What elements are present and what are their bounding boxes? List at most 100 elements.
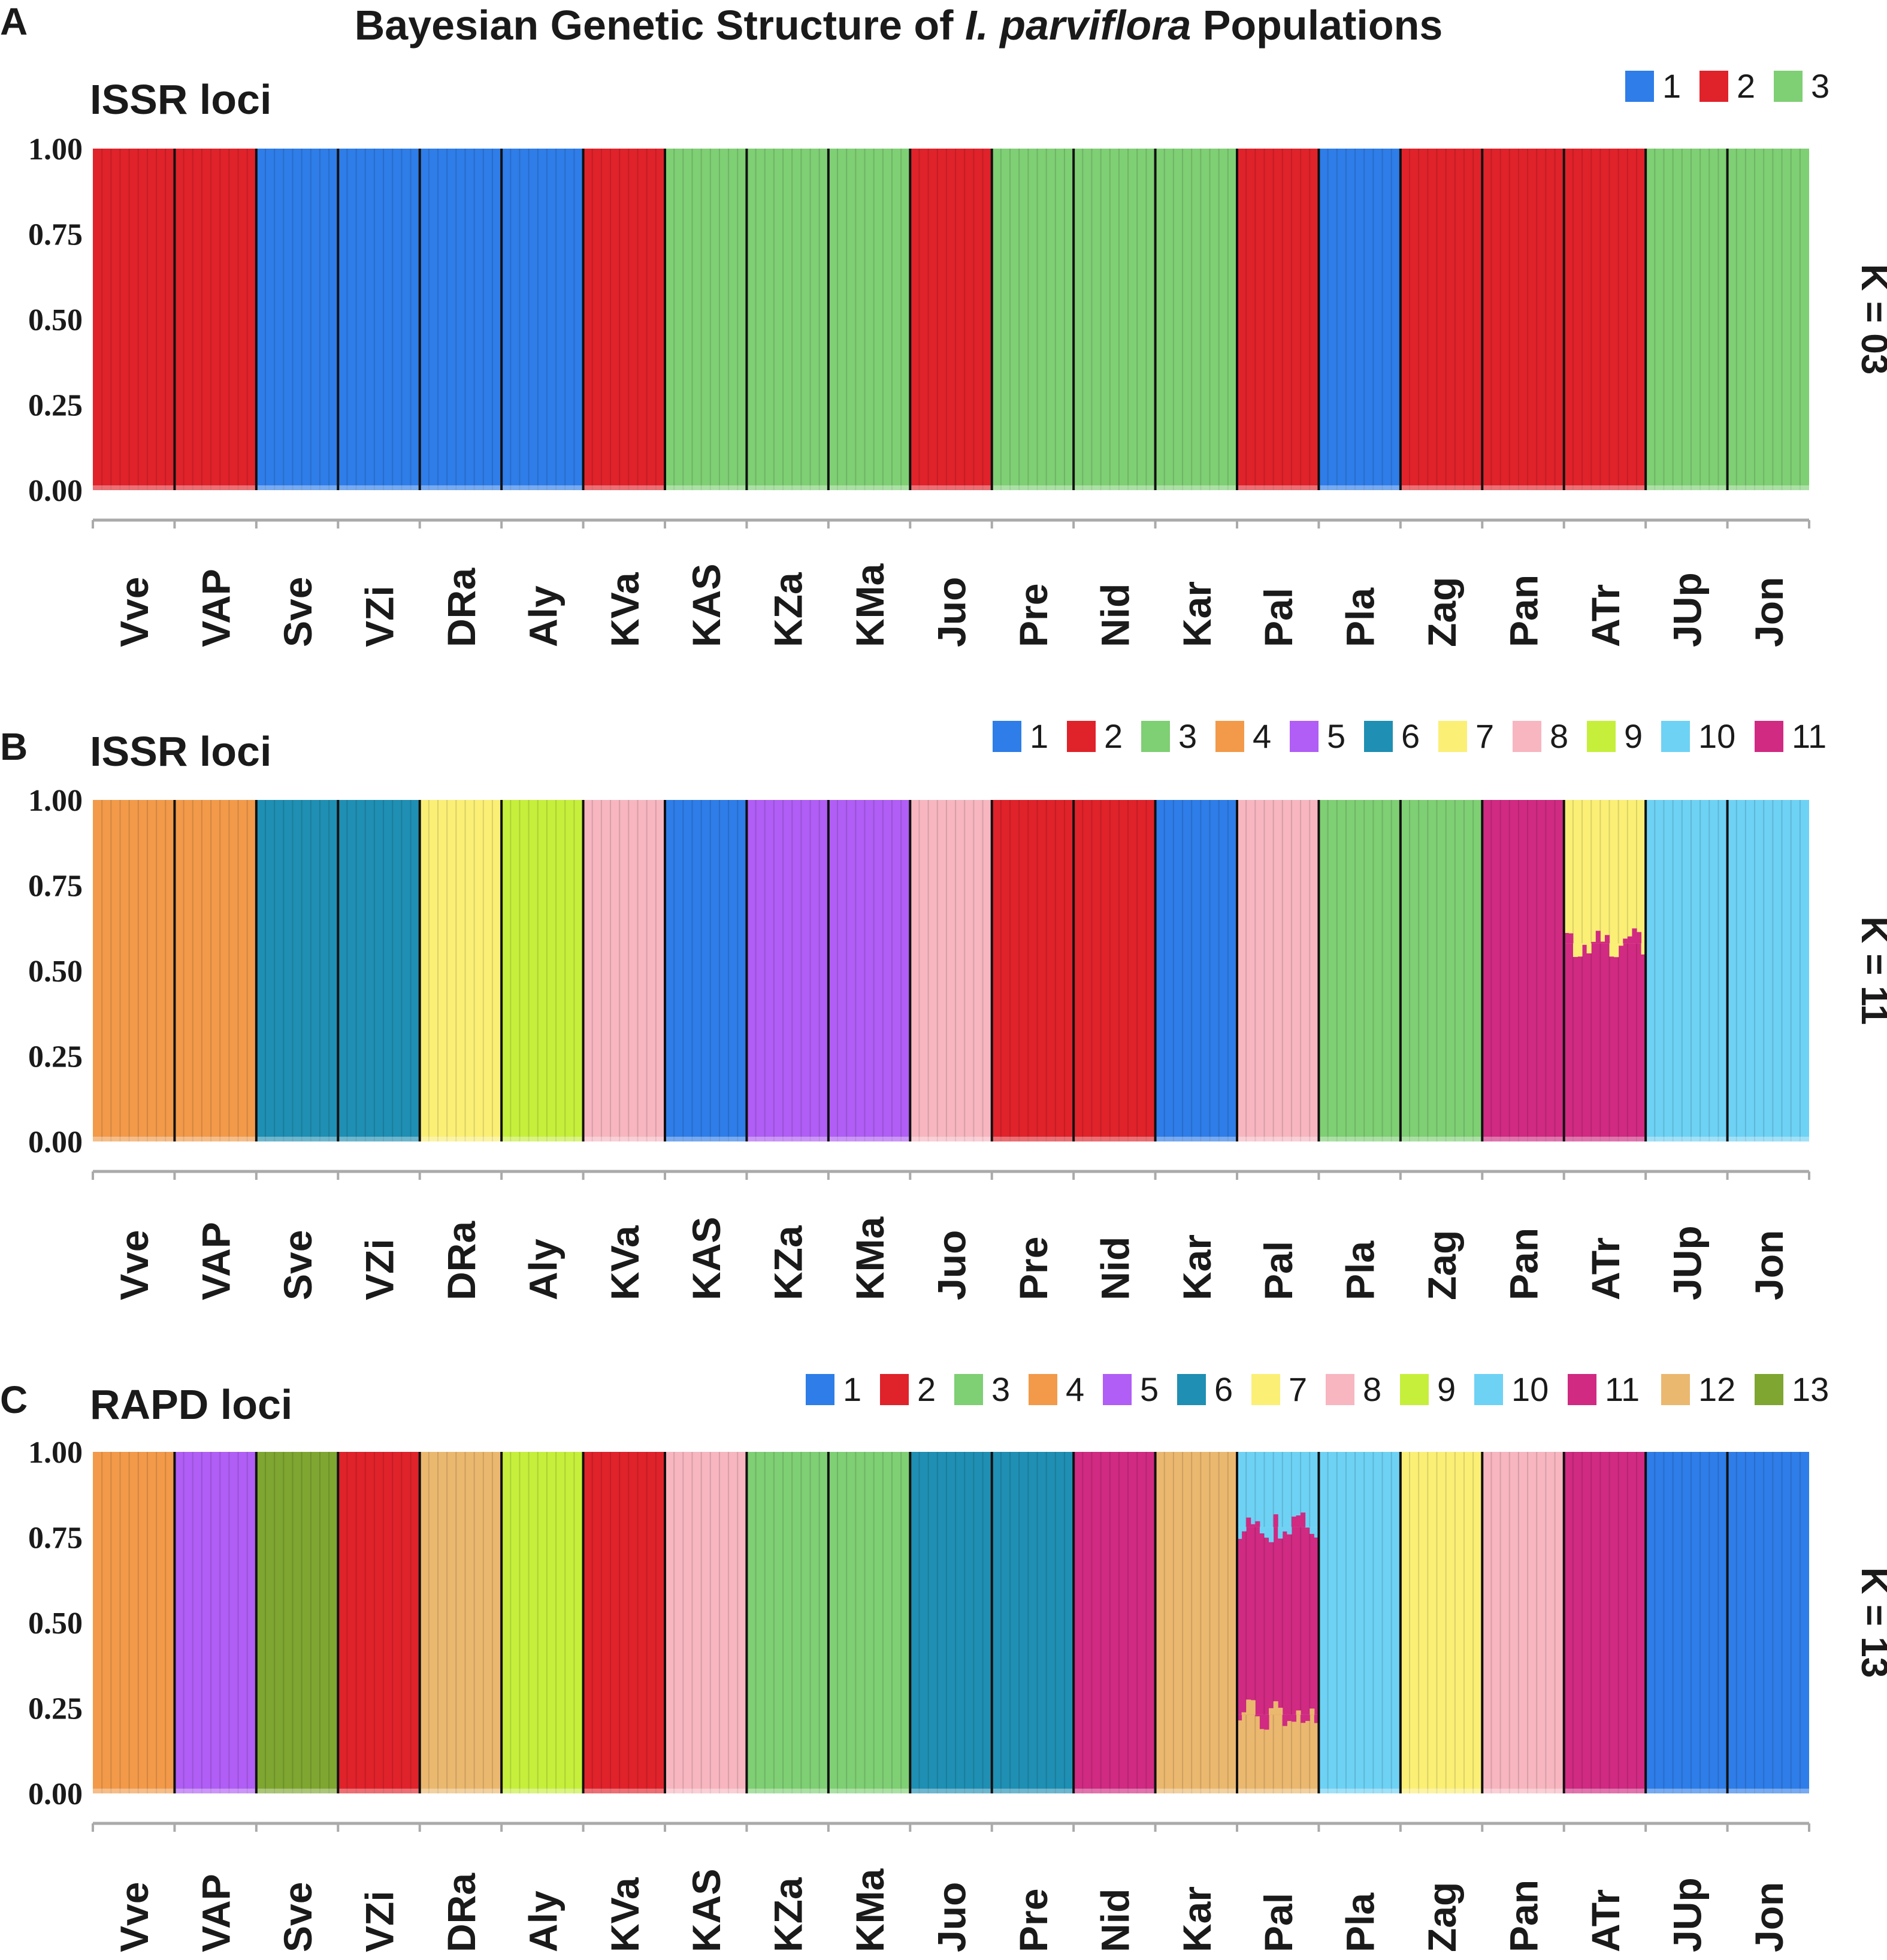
legend-swatch (1661, 721, 1690, 752)
legend-label: 7 (1289, 1370, 1307, 1408)
bar-segment-cluster-4 (93, 800, 175, 1141)
bar-KVa (582, 1452, 665, 1793)
admixture-jitter (1296, 1710, 1301, 1715)
bar-segment-cluster-11 (1564, 943, 1646, 1141)
legend-item-2: 2 (1067, 717, 1123, 755)
bar-segment-cluster-2 (1564, 149, 1646, 490)
legend-swatch (1474, 1374, 1503, 1405)
bar-segment-cluster-7 (1400, 1452, 1483, 1793)
admixture-jitter (1273, 1701, 1278, 1715)
admixture-jitter (1250, 1700, 1256, 1715)
y-tick-label: 0.50 (28, 955, 83, 989)
figure-title: Bayesian Genetic Structure of I. parvifl… (355, 2, 1443, 49)
admixture-jitter (1255, 1714, 1260, 1717)
legend-label: 4 (1066, 1370, 1084, 1408)
x-tick-label: Juo (930, 1882, 974, 1952)
x-tick-label: KMa (848, 1868, 892, 1952)
bar-edge (419, 485, 502, 490)
bar-segment-cluster-2 (93, 149, 175, 490)
panel-label: B (0, 725, 28, 768)
bar-segment-cluster-2 (174, 149, 256, 490)
bar-DRa (418, 149, 502, 490)
bar-Vve (93, 1452, 175, 1793)
bar-Jon (1726, 800, 1809, 1141)
bar-segment-cluster-4 (174, 800, 256, 1141)
bar-segment-cluster-1 (419, 149, 502, 490)
admixture-jitter (1291, 1714, 1297, 1722)
bar-segment-cluster-7 (1564, 800, 1646, 944)
x-tick-label: Pan (1502, 1880, 1546, 1952)
bar-edge (991, 1137, 1074, 1141)
bar-segment-cluster-2 (910, 149, 992, 490)
bars (93, 149, 1809, 490)
x-tick-label: KAS (684, 1217, 728, 1300)
legend-label: 11 (1792, 717, 1826, 755)
admixture-jitter (1259, 1714, 1265, 1729)
legend-item-10: 10 (1474, 1370, 1549, 1408)
bar-segment-cluster-2 (583, 1452, 665, 1793)
legend-label: 9 (1437, 1370, 1456, 1408)
bar-edge (256, 1137, 338, 1141)
legend-swatch (1103, 1374, 1132, 1405)
legend-label: 6 (1214, 1370, 1233, 1408)
bar-segment-cluster-12 (1155, 1452, 1237, 1793)
bar-Pal (1236, 800, 1319, 1141)
bar-edge (1400, 1789, 1483, 1793)
bar-VZi (337, 1452, 420, 1793)
bar-Juo (909, 800, 992, 1141)
bar-edge (583, 1137, 665, 1141)
legend-label: 10 (1698, 717, 1735, 755)
bar-VZi (337, 800, 420, 1141)
x-tick-label: JUp (1665, 1877, 1709, 1952)
bar-edge (93, 485, 175, 490)
admixture-jitter (1641, 943, 1646, 955)
x-tick-label: KMa (848, 563, 892, 647)
bar-Pre (990, 800, 1074, 1141)
bar-segment-cluster-7 (419, 800, 502, 1141)
x-tick-label: Pre (1011, 1889, 1056, 1952)
structure-panel-B: B ISSR loci 1 2 3 4 5 6 7 8 9 10 11 1.00 0.75 0.50 0.25 0… (0, 717, 1887, 1300)
admixture-jitter (1264, 1714, 1269, 1730)
bar-segment-cluster-4 (93, 1452, 175, 1793)
bar-segment-cluster-10 (1319, 1452, 1401, 1793)
bar-edge (1155, 1137, 1237, 1141)
legend-swatch (1177, 1374, 1206, 1405)
x-tick-label: KZa (766, 572, 811, 647)
x-tick-label: Vve (112, 1230, 156, 1300)
x-tick-label: Sve (276, 1230, 320, 1300)
legend-label: 5 (1327, 717, 1345, 755)
legend-label: 2 (1737, 67, 1755, 105)
legend-label: 3 (1811, 67, 1829, 105)
bar-segment-cluster-6 (256, 800, 338, 1141)
bar-Aly (500, 800, 583, 1141)
bar-segment-cluster-3 (991, 149, 1074, 490)
bar-segment-cluster-2 (583, 149, 665, 490)
bar-edge (93, 1137, 175, 1141)
bars (93, 800, 1809, 1141)
legend-swatch (1568, 1374, 1596, 1405)
admixture-jitter (1301, 1714, 1306, 1723)
bar-segment-cluster-3 (1155, 149, 1237, 490)
bar-edge (1400, 1137, 1483, 1141)
legend-label: 9 (1624, 717, 1643, 755)
bar-Juo (909, 149, 992, 490)
bar-segment-cluster-2 (1073, 800, 1156, 1141)
bar-edge (1482, 485, 1564, 490)
bar-edge (501, 485, 583, 490)
legend-swatch (806, 1374, 834, 1405)
legend-item-6: 6 (1364, 717, 1420, 755)
legend-item-2: 2 (880, 1370, 936, 1408)
y-tick-label: 0.00 (28, 1125, 83, 1159)
bar-segment-cluster-3 (1319, 800, 1401, 1141)
bar-segment-cluster-1 (1319, 149, 1401, 490)
bar-segment-cluster-11 (1237, 1527, 1319, 1715)
bar-edge (746, 485, 828, 490)
bar-segment-cluster-3 (1400, 800, 1483, 1141)
x-tick-label: KZa (766, 1225, 811, 1300)
bar-Nid (1072, 800, 1156, 1141)
bar-Sve (255, 149, 338, 490)
legend-label: 12 (1698, 1370, 1735, 1408)
bar-edge (910, 1789, 992, 1793)
bar-edge (910, 485, 992, 490)
bar-edge (93, 1789, 175, 1793)
